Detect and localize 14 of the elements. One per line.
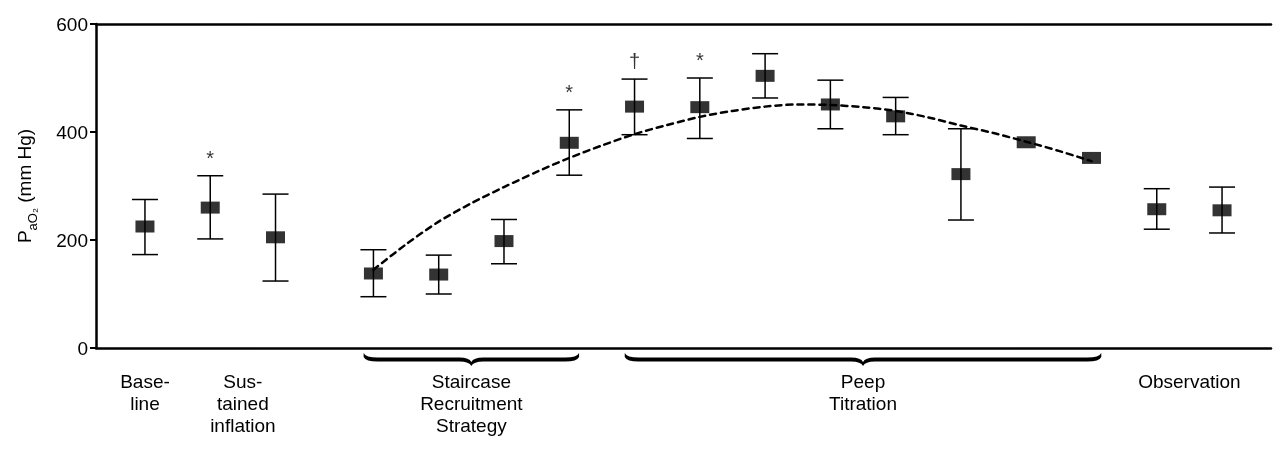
x-tick-label: Base- line: [120, 370, 170, 414]
x-tick-label: Observation: [1138, 370, 1241, 392]
y-tick-label: 200: [56, 229, 88, 251]
x-tick-label: Peep Titration: [829, 370, 897, 414]
data-label: †: [628, 50, 641, 73]
data-label: *: [695, 49, 704, 71]
x-tick-label: Sus- tained inflation: [210, 370, 276, 436]
y-tick-label: 600: [56, 13, 88, 35]
x-tick-label: Staircase Recruitment Strategy: [420, 370, 524, 436]
y-axis-title: PaO₂ (mm Hg): [14, 128, 40, 244]
data-label: *: [565, 80, 574, 103]
y-tick-label: 400: [56, 121, 88, 143]
data-label: *: [206, 146, 215, 169]
y-tick-label: 0: [77, 337, 88, 359]
